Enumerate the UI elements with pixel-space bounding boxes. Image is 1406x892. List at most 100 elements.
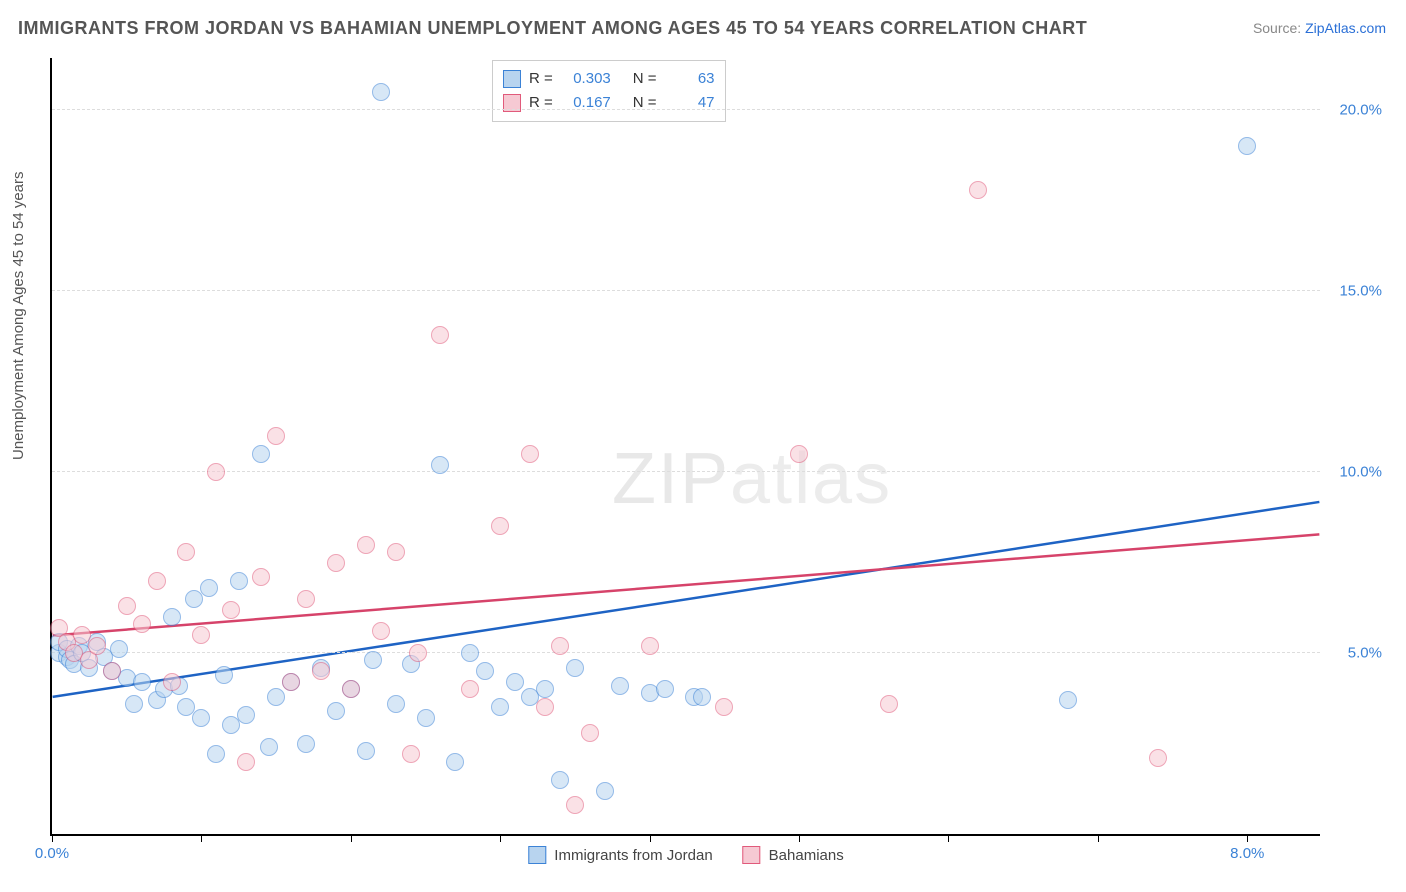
data-point	[536, 680, 554, 698]
data-point	[312, 662, 330, 680]
data-point	[461, 644, 479, 662]
data-point	[402, 745, 420, 763]
y-tick-label: 10.0%	[1339, 464, 1382, 481]
data-point	[110, 640, 128, 658]
data-point	[387, 695, 405, 713]
data-point	[656, 680, 674, 698]
x-tick-label: 0.0%	[35, 845, 69, 862]
data-point	[133, 673, 151, 691]
data-point	[192, 709, 210, 727]
legend-swatch	[528, 846, 546, 864]
y-axis-label: Unemployment Among Ages 45 to 54 years	[10, 171, 27, 460]
data-point	[237, 753, 255, 771]
legend-item: Immigrants from Jordan	[528, 846, 712, 864]
data-point	[431, 326, 449, 344]
data-point	[364, 651, 382, 669]
x-tick	[500, 834, 501, 842]
stat-n-label: N =	[633, 91, 657, 115]
x-tick	[1098, 834, 1099, 842]
data-point	[148, 572, 166, 590]
y-tick-label: 20.0%	[1339, 102, 1382, 119]
data-point	[163, 608, 181, 626]
data-point	[551, 771, 569, 789]
data-point	[207, 745, 225, 763]
data-point	[611, 677, 629, 695]
legend-swatch	[503, 70, 521, 88]
data-point	[230, 572, 248, 590]
stat-n-value: 63	[665, 67, 715, 91]
y-tick-label: 5.0%	[1348, 645, 1382, 662]
x-tick	[351, 834, 352, 842]
data-point	[641, 637, 659, 655]
data-point	[297, 735, 315, 753]
data-point	[581, 724, 599, 742]
gridline	[52, 471, 1320, 472]
data-point	[1238, 137, 1256, 155]
data-point	[357, 536, 375, 554]
source-prefix: Source:	[1253, 20, 1305, 36]
data-point	[327, 554, 345, 572]
data-point	[536, 698, 554, 716]
data-point	[342, 680, 360, 698]
data-point	[506, 673, 524, 691]
data-point	[566, 659, 584, 677]
series-legend: Immigrants from Jordan Bahamians	[528, 846, 843, 864]
data-point	[357, 742, 375, 760]
data-point	[372, 622, 390, 640]
x-tick	[1247, 834, 1248, 842]
data-point	[969, 181, 987, 199]
data-point	[133, 615, 151, 633]
legend-swatch	[743, 846, 761, 864]
stats-row: R =0.167N =47	[503, 91, 715, 115]
gridline	[52, 290, 1320, 291]
gridline	[52, 109, 1320, 110]
data-point	[387, 543, 405, 561]
data-point	[282, 673, 300, 691]
data-point	[237, 706, 255, 724]
legend-label: Bahamians	[769, 847, 844, 864]
data-point	[267, 688, 285, 706]
data-point	[327, 702, 345, 720]
data-point	[192, 626, 210, 644]
stat-r-label: R =	[529, 91, 553, 115]
data-point	[372, 83, 390, 101]
data-point	[521, 445, 539, 463]
data-point	[409, 644, 427, 662]
data-point	[790, 445, 808, 463]
data-point	[461, 680, 479, 698]
x-tick	[201, 834, 202, 842]
data-point	[551, 637, 569, 655]
stat-n-value: 47	[665, 91, 715, 115]
source-link[interactable]: ZipAtlas.com	[1305, 20, 1386, 36]
data-point	[596, 782, 614, 800]
stats-legend: R =0.303N =63R =0.167N =47	[492, 60, 726, 122]
source-credit: Source: ZipAtlas.com	[1253, 20, 1386, 36]
data-point	[297, 590, 315, 608]
data-point	[491, 517, 509, 535]
x-tick	[948, 834, 949, 842]
watermark: ZIPatlas	[612, 438, 892, 520]
data-point	[252, 445, 270, 463]
data-point	[880, 695, 898, 713]
x-tick	[650, 834, 651, 842]
data-point	[88, 637, 106, 655]
data-point	[252, 568, 270, 586]
data-point	[566, 796, 584, 814]
data-point	[476, 662, 494, 680]
x-tick	[52, 834, 53, 842]
data-point	[1059, 691, 1077, 709]
data-point	[118, 597, 136, 615]
data-point	[207, 463, 225, 481]
legend-label: Immigrants from Jordan	[554, 847, 712, 864]
stat-n-label: N =	[633, 67, 657, 91]
data-point	[222, 601, 240, 619]
data-point	[260, 738, 278, 756]
data-point	[491, 698, 509, 716]
trend-line	[53, 502, 1320, 697]
data-point	[215, 666, 233, 684]
scatter-plot: ZIPatlas R =0.303N =63R =0.167N =47 Immi…	[50, 58, 1320, 836]
data-point	[163, 673, 181, 691]
stats-row: R =0.303N =63	[503, 67, 715, 91]
data-point	[693, 688, 711, 706]
data-point	[715, 698, 733, 716]
